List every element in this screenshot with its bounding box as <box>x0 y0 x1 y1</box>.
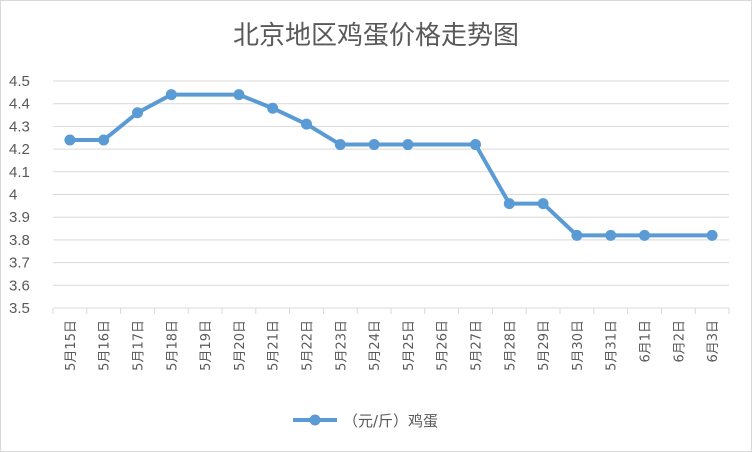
data-point <box>470 139 481 151</box>
data-point <box>301 118 312 130</box>
data-point <box>64 134 76 146</box>
data-point <box>132 107 143 119</box>
x-tick-label: 5月20日 <box>233 320 248 371</box>
x-tick-label: 6月1日 <box>639 320 654 363</box>
y-tick-label: 4.2 <box>9 141 30 158</box>
x-tick-label: 5月24日 <box>368 320 383 371</box>
x-tick-label: 5月28日 <box>503 320 518 371</box>
data-point <box>98 134 110 146</box>
data-point <box>368 139 380 151</box>
legend-label: （元/斤）鸡蛋 <box>343 412 438 430</box>
data-point <box>639 229 650 241</box>
data-point <box>503 198 515 210</box>
data-point <box>605 229 617 241</box>
data-point <box>233 89 245 101</box>
x-tick-label: 5月21日 <box>267 320 282 371</box>
data-point <box>165 89 177 101</box>
data-point <box>537 198 549 210</box>
y-tick-label: 4.5 <box>9 73 30 90</box>
x-tick-label: 5月25日 <box>402 320 417 371</box>
series-line <box>69 92 713 238</box>
x-tick-label: 5月23日 <box>334 320 349 371</box>
x-tick-label: 5月31日 <box>605 320 620 371</box>
chart-title: 北京地区鸡蛋价格走势图 <box>233 21 519 51</box>
data-point <box>571 229 583 241</box>
y-tick-label: 3.8 <box>9 232 30 249</box>
x-tick-label: 5月17日 <box>132 320 147 371</box>
x-tick-label: 5月26日 <box>436 320 451 371</box>
y-tick-label: 3.9 <box>9 209 30 226</box>
x-tick-label: 5月29日 <box>537 320 552 371</box>
legend: （元/斤）鸡蛋 <box>293 412 438 430</box>
x-tick-label: 5月15日 <box>64 320 79 371</box>
y-tick-label: 4.4 <box>9 96 30 113</box>
y-axis-ticks: 3.5 3.6 3.7 3.8 3.9 4 4.1 4.2 4.3 4.4 4.5 <box>9 73 30 317</box>
legend-marker-swatch <box>309 414 321 426</box>
series-egg-price <box>64 89 718 241</box>
x-tick-label: 6月3日 <box>706 320 721 363</box>
x-tick-label: 5月30日 <box>571 320 586 371</box>
data-point <box>402 139 414 151</box>
x-tick-label: 5月16日 <box>98 320 113 371</box>
x-tick-label: 5月27日 <box>470 320 485 371</box>
y-tick-label: 3.5 <box>9 300 30 317</box>
y-tick-label: 3.6 <box>9 277 30 294</box>
y-tick-label: 4 <box>9 187 17 204</box>
y-tick-label: 4.3 <box>9 118 30 135</box>
x-tick-label: 5月22日 <box>301 320 316 371</box>
gridlines <box>52 80 730 314</box>
data-point <box>267 102 279 114</box>
x-tick-label: 5月19日 <box>199 320 214 371</box>
data-point <box>706 229 718 241</box>
x-tick-label: 6月2日 <box>672 320 687 363</box>
data-point <box>334 139 346 151</box>
y-tick-label: 3.7 <box>9 255 30 272</box>
x-axis-ticks: 5月15日 5月16日 5月17日 5月18日 5月19日 5月20日 5月21日 5月22日… <box>64 320 721 371</box>
x-tick-label: 5月18日 <box>165 320 180 371</box>
y-tick-label: 4.1 <box>9 164 30 181</box>
